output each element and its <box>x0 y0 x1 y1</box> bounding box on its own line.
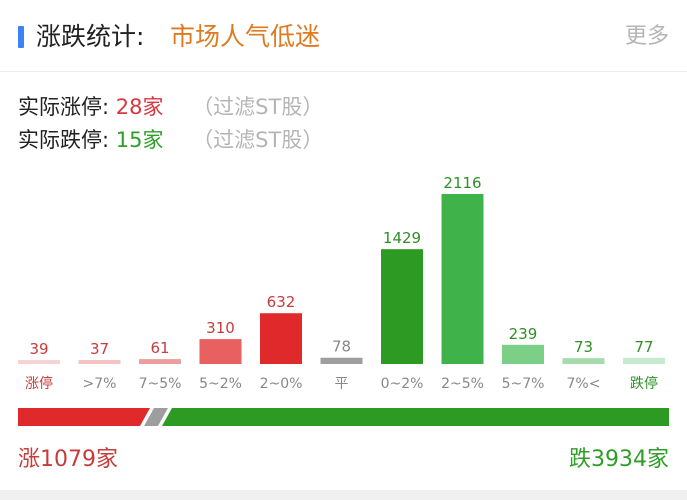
category-label: 2~0% <box>260 376 303 392</box>
category-label: 7%< <box>567 376 601 392</box>
bar-8 <box>502 344 544 364</box>
section-title: 涨跌统计: <box>36 22 145 51</box>
bar-10 <box>623 357 665 364</box>
limit-up-note: （过滤ST股） <box>192 95 324 119</box>
category-label: >7% <box>83 376 117 392</box>
up-count-summary: 涨1079家 <box>18 447 118 472</box>
bar-value-label: 239 <box>509 325 538 343</box>
bar-9 <box>562 358 605 364</box>
down-count-summary: 跌3934家 <box>569 447 669 472</box>
market-sentiment: 市场人气低迷 <box>170 22 321 51</box>
limit-down-value: 15家 <box>115 128 164 152</box>
bar-0 <box>18 360 60 364</box>
bar-4 <box>260 313 302 364</box>
bar-3 <box>199 339 242 364</box>
title-accent-bar <box>18 26 24 48</box>
ratio-bar-divider <box>144 408 168 426</box>
limit-down-label: 实际跌停: <box>18 128 110 152</box>
distribution-chart: 39 涨停 37 >7% 61 7~5% 310 5~2% 632 2~0% 78 平 1429 0~2%… <box>18 174 665 392</box>
bar-6 <box>381 249 423 364</box>
bar-1 <box>78 360 121 364</box>
category-label: 涨停 <box>25 375 53 392</box>
category-label: 平 <box>335 376 349 392</box>
limit-up-label: 实际涨停: <box>18 95 110 119</box>
bar-value-label: 73 <box>574 338 593 356</box>
limit-up-value: 28家 <box>115 95 164 119</box>
bar-value-label: 61 <box>150 339 169 357</box>
bar-value-label: 78 <box>332 338 351 356</box>
bar-5 <box>320 357 363 364</box>
limit-down-note: （过滤ST股） <box>192 128 324 152</box>
limit-up-stat: 实际涨停: 28家 （过滤ST股） <box>18 92 323 122</box>
bar-7 <box>441 194 484 364</box>
category-label: 5~7% <box>502 376 545 392</box>
bar-2 <box>139 359 181 364</box>
category-label: 跌停 <box>630 375 658 392</box>
bar-value-label: 77 <box>634 338 653 356</box>
header: 涨跌统计: 市场人气低迷 更多 <box>0 0 687 72</box>
bar-value-label: 39 <box>29 340 48 358</box>
category-label: 7~5% <box>139 376 182 392</box>
bar-value-label: 632 <box>267 293 296 311</box>
bar-value-label: 1429 <box>383 229 421 247</box>
category-label: 2~5% <box>441 376 484 392</box>
footer-divider <box>0 490 687 500</box>
up-down-ratio-bar <box>18 408 669 426</box>
bar-value-label: 310 <box>206 319 235 337</box>
category-label: 0~2% <box>381 376 424 392</box>
more-link[interactable]: 更多 <box>624 24 669 49</box>
category-label: 5~2% <box>199 376 242 392</box>
ratio-bar-up-segment <box>18 408 150 426</box>
bar-value-label: 37 <box>90 340 109 358</box>
ratio-bar-down-segment <box>162 408 669 426</box>
bar-value-label: 2116 <box>443 174 481 192</box>
limit-down-stat: 实际跌停: 15家 （过滤ST股） <box>18 125 323 155</box>
